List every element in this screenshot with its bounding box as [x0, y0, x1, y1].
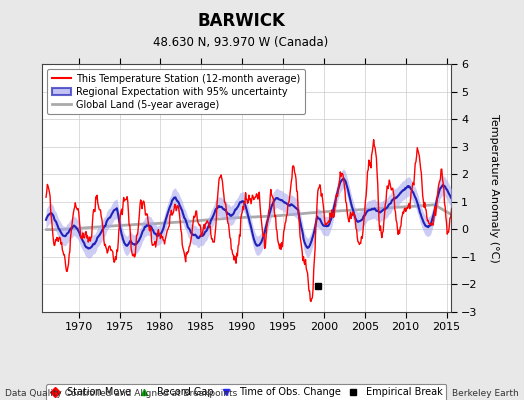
Y-axis label: Temperature Anomaly (°C): Temperature Anomaly (°C) [489, 114, 499, 262]
Text: Berkeley Earth: Berkeley Earth [452, 389, 519, 398]
Text: BARWICK: BARWICK [197, 12, 285, 30]
Text: 48.630 N, 93.970 W (Canada): 48.630 N, 93.970 W (Canada) [154, 36, 329, 49]
Legend: Station Move, Record Gap, Time of Obs. Change, Empirical Break: Station Move, Record Gap, Time of Obs. C… [46, 384, 446, 400]
Text: Data Quality Controlled and Aligned at Breakpoints: Data Quality Controlled and Aligned at B… [5, 389, 237, 398]
